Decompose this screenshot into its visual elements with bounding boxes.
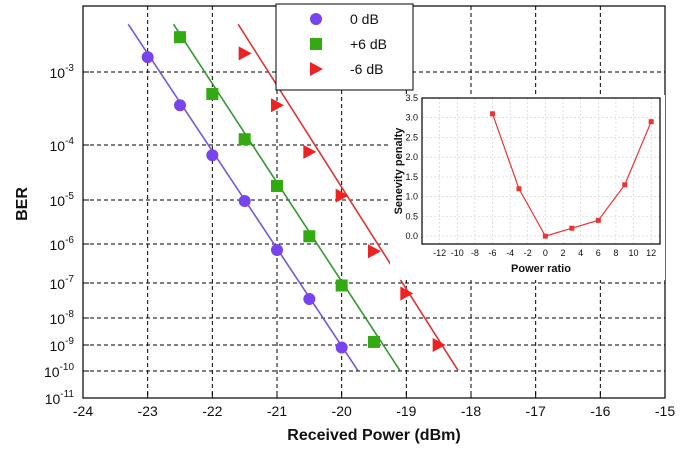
data-point-series-2 <box>303 230 315 242</box>
inset-x-tick-label: 0 <box>543 248 548 258</box>
legend-marker-1 <box>310 13 322 25</box>
inset-x-tick-label: 6 <box>596 248 601 258</box>
x-tick-label: -23 <box>138 403 158 419</box>
legend: 0 dB +6 dB -6 dB <box>276 4 413 90</box>
data-point-series-1 <box>336 342 348 354</box>
data-point-series-2 <box>239 133 251 145</box>
inset-data-point <box>543 234 548 239</box>
inset-x-tick-label: 4 <box>578 248 583 258</box>
legend-label-2: +6 dB <box>350 36 387 52</box>
x-tick-label: -24 <box>73 403 93 419</box>
inset-chart: -12 -10 -8 -6 -4 -2 0 2 4 6 8 10 12 0.0 0.5 1.0 1.5 2.0 2… <box>390 93 665 280</box>
data-point-series-2 <box>174 31 186 43</box>
inset-x-axis-title: Power ratio <box>511 263 571 275</box>
data-point-series-2 <box>206 88 218 100</box>
inset-x-tick-label: 10 <box>629 248 639 258</box>
inset-x-tick-label: 8 <box>613 248 618 258</box>
data-point-series-1 <box>142 51 154 63</box>
inset-data-point <box>622 182 627 187</box>
legend-box <box>276 4 413 90</box>
data-point-series-2 <box>368 336 380 348</box>
x-axis-title: Received Power (dBm) <box>287 427 460 444</box>
inset-y-tick-label: 2.5 <box>405 132 418 142</box>
inset-y-tick-label: 3.5 <box>405 93 418 103</box>
inset-x-tick-label: 2 <box>561 248 566 258</box>
x-tick-label: -21 <box>267 403 287 419</box>
data-point-series-1 <box>303 293 315 305</box>
legend-label-3: -6 dB <box>350 61 383 77</box>
inset-x-tick-label: -10 <box>451 248 464 258</box>
inset-x-tick-label: -8 <box>471 248 479 258</box>
x-tick-label: -22 <box>202 403 222 419</box>
inset-x-tick-label: 12 <box>646 248 656 258</box>
data-point-series-2 <box>336 279 348 291</box>
inset-y-tick-label: 0.0 <box>405 231 418 241</box>
legend-label-1: 0 dB <box>350 11 379 27</box>
inset-y-axis-title: Senevity penalty <box>393 127 405 215</box>
inset-y-tick-label: 2.0 <box>405 152 418 162</box>
inset-x-tick-label: -6 <box>489 248 497 258</box>
inset-data-point <box>569 226 574 231</box>
y-axis-title: BER <box>14 187 31 221</box>
x-tick-label: -19 <box>396 403 416 419</box>
x-tick-label: -18 <box>461 403 481 419</box>
inset-x-tick-label: -2 <box>524 248 532 258</box>
inset-data-point <box>490 111 495 116</box>
data-point-series-1 <box>271 244 283 256</box>
inset-y-tick-label: 3.0 <box>405 113 418 123</box>
inset-data-point <box>596 218 601 223</box>
inset-data-point <box>649 119 654 124</box>
inset-x-tick-label: -4 <box>506 248 514 258</box>
inset-y-tick-label: 1.5 <box>405 172 418 182</box>
inset-y-tick-label: 0.5 <box>405 211 418 221</box>
inset-y-tick-label: 1.0 <box>405 192 418 202</box>
x-tick-label: -20 <box>332 403 352 419</box>
data-point-series-1 <box>206 149 218 161</box>
data-point-series-1 <box>174 99 186 111</box>
x-tick-label: -17 <box>526 403 546 419</box>
data-point-series-2 <box>271 180 283 192</box>
inset-x-tick-label: -12 <box>433 248 446 258</box>
data-point-series-1 <box>239 195 251 207</box>
legend-marker-2 <box>310 38 322 50</box>
x-tick-label: -15 <box>655 403 675 419</box>
x-tick-label: -16 <box>590 403 610 419</box>
inset-data-point <box>516 186 521 191</box>
